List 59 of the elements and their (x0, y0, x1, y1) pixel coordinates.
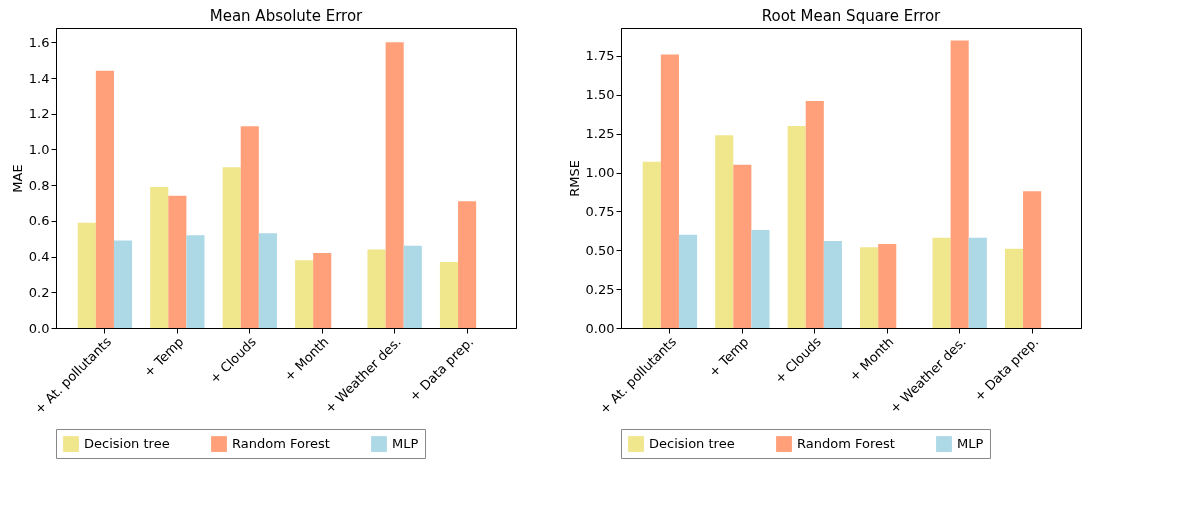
bar (950, 40, 969, 328)
y-tick-label: 0.25 (585, 281, 615, 297)
y-tick-label: 1.0 (28, 141, 50, 157)
y-tick-label: 1.50 (585, 87, 615, 103)
bar (860, 247, 879, 328)
bar (932, 237, 951, 328)
bar (787, 125, 806, 328)
bar (968, 237, 987, 328)
legend-label: Decision tree (649, 436, 735, 452)
y-tick-label: 1.25 (585, 126, 615, 142)
y-tick-label: 1.2 (28, 106, 50, 122)
bar (77, 222, 96, 328)
chart-title: Mean Absolute Error (209, 7, 364, 25)
bar (313, 253, 332, 328)
bar (805, 101, 824, 328)
legend-label: MLP (957, 436, 984, 452)
y-tick-label: 0.0 (28, 320, 50, 336)
y-tick-label: 1.4 (28, 70, 50, 86)
y-tick-label: 0.8 (28, 177, 50, 193)
chart-title: Root Mean Square Error (761, 7, 942, 25)
bar (95, 70, 114, 328)
y-tick-label: 0.00 (585, 320, 615, 336)
bar (733, 164, 752, 328)
bar (823, 240, 842, 328)
bar (113, 240, 133, 328)
y-axis-title: RMSE (566, 160, 582, 197)
bar (439, 261, 459, 328)
bar (878, 244, 897, 328)
legend-label: Random Forest (232, 436, 330, 452)
bar (367, 249, 386, 328)
bar (458, 201, 477, 328)
bar (678, 234, 698, 328)
legend-label: Random Forest (797, 436, 895, 452)
bar (150, 186, 169, 328)
bar (222, 167, 241, 328)
bar (1004, 248, 1024, 328)
y-tick-label: 0.4 (28, 249, 50, 265)
bar (660, 54, 679, 328)
y-tick-label: 0.50 (585, 242, 615, 258)
y-tick-label: 1.6 (28, 34, 50, 50)
legend-label: Decision tree (84, 436, 170, 452)
bar (1023, 191, 1042, 328)
bar (168, 195, 187, 328)
y-axis-title: MAE (9, 164, 25, 193)
y-tick-label: 0.2 (28, 284, 50, 300)
y-tick-label: 1.75 (585, 48, 615, 64)
bar (715, 135, 734, 328)
bar (385, 42, 404, 328)
bar (240, 126, 259, 328)
bar (403, 245, 422, 328)
bar (258, 233, 277, 328)
legend-label: MLP (392, 436, 419, 452)
bar (642, 161, 661, 328)
y-tick-label: 0.75 (585, 203, 615, 219)
y-tick-label: 0.6 (28, 213, 50, 229)
bar (751, 230, 770, 328)
y-tick-label: 1.00 (585, 165, 615, 181)
bar (186, 235, 205, 328)
bar (295, 260, 314, 328)
